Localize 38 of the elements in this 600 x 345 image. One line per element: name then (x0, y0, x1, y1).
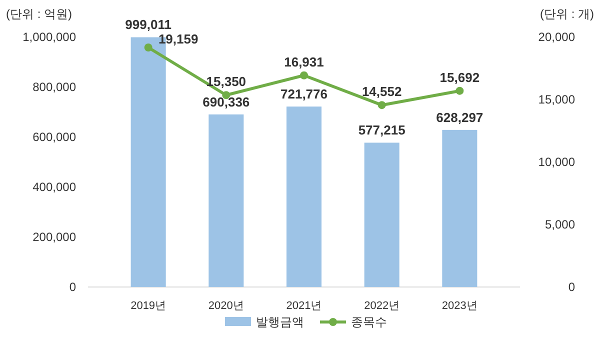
data-label: 577,215 (358, 122, 406, 138)
data-label: 721,776 (280, 86, 328, 102)
bar (442, 130, 478, 287)
y2-tick-label: 10,000 (538, 155, 576, 169)
data-label: 628,297 (436, 110, 484, 125)
point (300, 71, 308, 80)
y-tick-label: 400,000 (32, 180, 76, 194)
y-tick-label: 1,000,000 (22, 30, 76, 44)
y-tick-label: 800,000 (32, 80, 76, 94)
data-label: 19,159 (158, 32, 198, 47)
y-tick-label: 0 (69, 280, 76, 294)
y2-axis-title: (단위 : 개) (540, 7, 594, 21)
bar (364, 142, 400, 287)
y2-tick-label: 5,000 (544, 218, 576, 232)
legend-label: 종목수 (351, 315, 387, 329)
data-label: 15,350 (206, 74, 246, 90)
legend-label: 발행금액 (256, 315, 304, 329)
y2-tick-label: 0 (568, 280, 576, 294)
point (378, 101, 386, 110)
data-label: 14,552 (362, 84, 402, 100)
y2-tick-label: 20,000 (538, 30, 576, 44)
y-axis-title: (단위 : 억원) (6, 7, 72, 21)
data-label: 999,011 (125, 17, 172, 32)
data-label: 690,336 (202, 94, 250, 110)
x-tick-label: 2021년 (286, 300, 322, 312)
y-tick-label: 600,000 (32, 130, 76, 144)
x-tick-label: 2022년 (364, 300, 400, 312)
x-tick-label: 2020년 (208, 300, 244, 312)
y-tick-label: 200,000 (32, 230, 76, 244)
data-label: 16,931 (284, 54, 324, 70)
data-label: 15,692 (440, 70, 480, 85)
bar (286, 106, 322, 287)
y2-tick-label: 15,000 (538, 92, 576, 106)
x-tick-label: 2019년 (130, 300, 166, 312)
point (144, 44, 152, 52)
point (456, 86, 464, 95)
x-tick-label: 2023년 (442, 300, 478, 312)
bar (208, 114, 244, 287)
